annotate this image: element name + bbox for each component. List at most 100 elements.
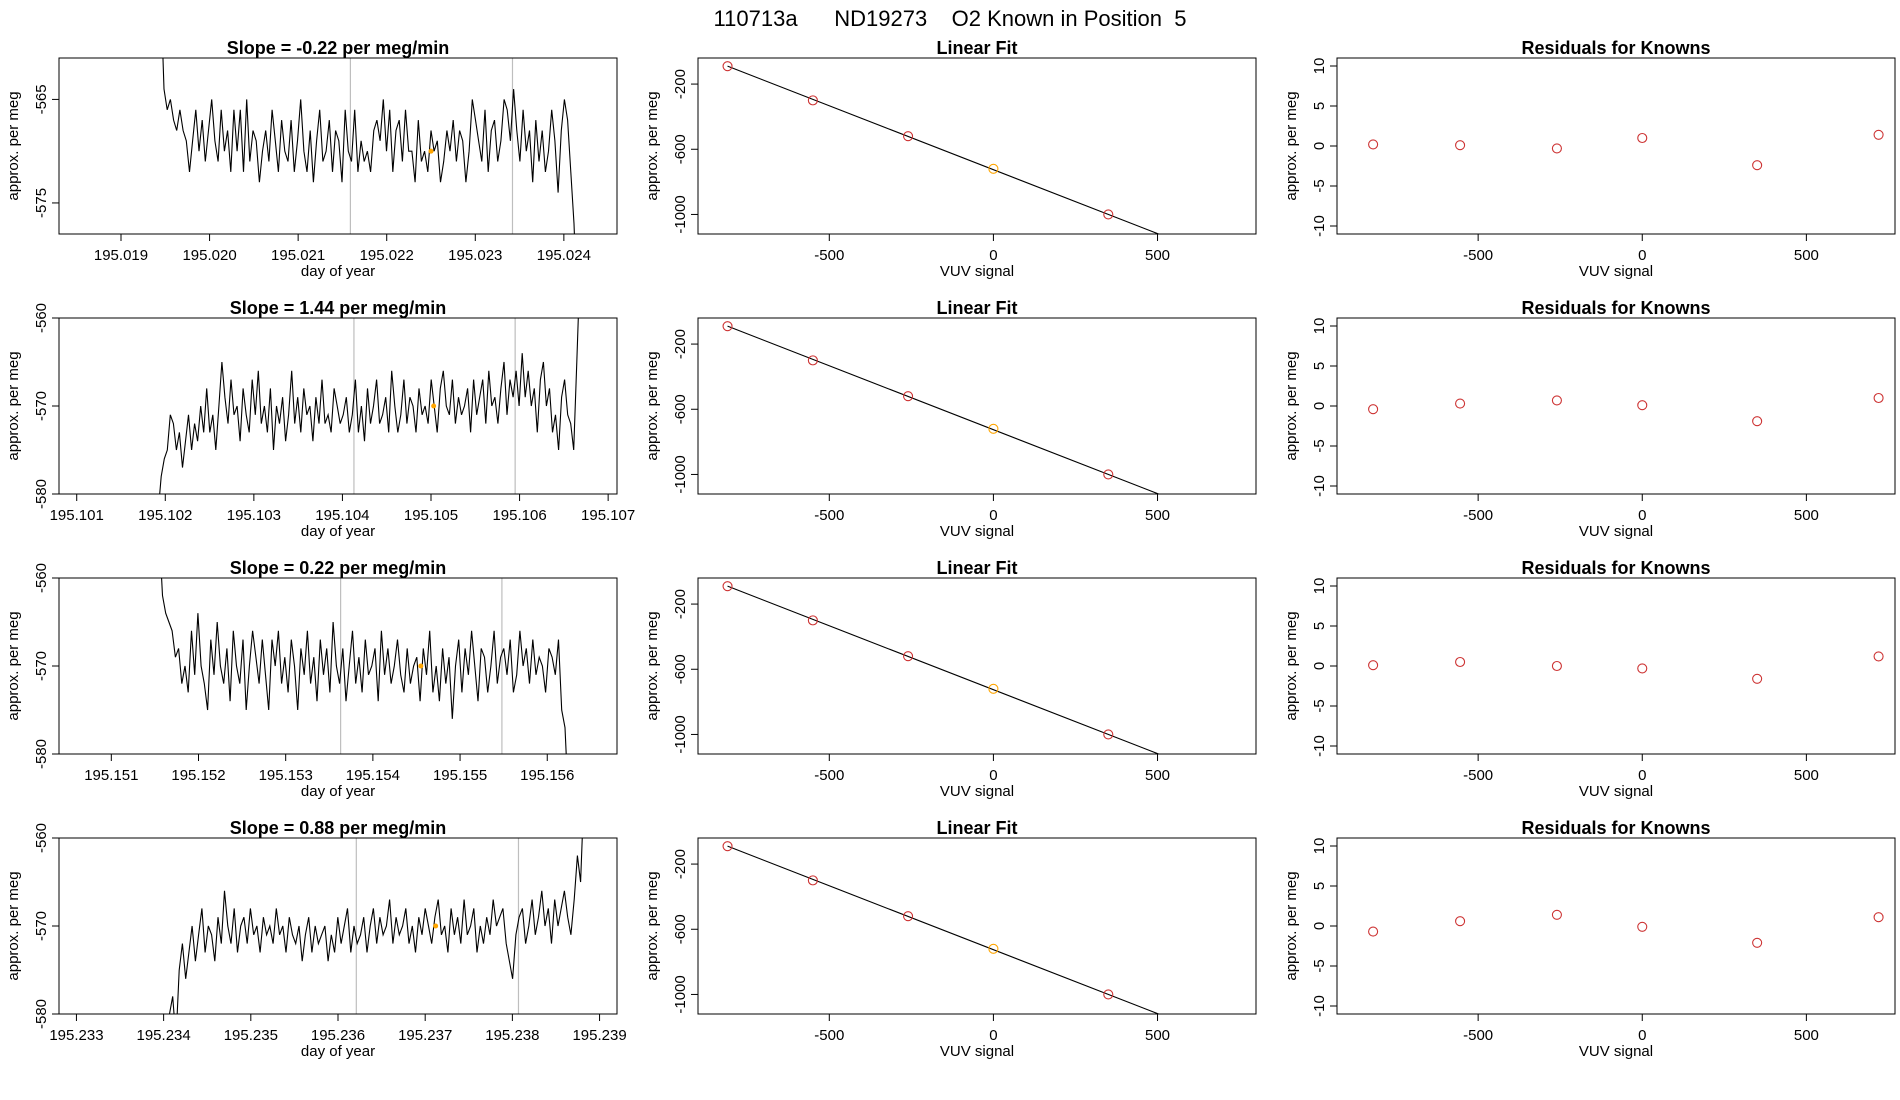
plot-frame <box>58 837 618 1015</box>
data-point <box>1873 912 1884 923</box>
data-point <box>1551 660 1562 672</box>
x-axis-label: VUV signal <box>940 263 1014 280</box>
x-axis-label: day of year <box>301 263 375 280</box>
y-tick-label: -570 <box>33 911 50 941</box>
chart-title: Linear Fit <box>936 38 1017 58</box>
y-tick-label: 5 <box>1311 102 1328 110</box>
x-axis-label: VUV signal <box>940 783 1014 800</box>
y-tick-label: -1000 <box>672 455 689 493</box>
y-tick-label: -5 <box>1311 699 1328 712</box>
y-tick-label: -570 <box>33 391 50 421</box>
y-tick-label: -1000 <box>672 715 689 753</box>
chart-panel: -500 0 500 -10 -5 0 5 10 Residuals for Knowns VUV… <box>1283 818 1896 1060</box>
x-tick-label: 500 <box>1794 247 1819 264</box>
x-tick-label: -500 <box>1463 507 1493 524</box>
x-tick-label: 195.101 <box>50 507 104 524</box>
chart-title: Linear Fit <box>936 558 1017 578</box>
x-tick-label: 195.235 <box>224 1027 278 1044</box>
plot-frame <box>697 317 1257 495</box>
data-point <box>1368 404 1379 415</box>
data-point <box>1455 140 1466 151</box>
chart-title: Residuals for Knowns <box>1521 558 1710 578</box>
x-tick-label: 500 <box>1145 1027 1170 1044</box>
y-tick-label: -580 <box>33 479 50 509</box>
y-axis-label: approx. per meg <box>644 351 661 460</box>
data-point <box>1551 395 1562 406</box>
chart-title: Slope = 0.88 per meg/min <box>230 818 447 838</box>
y-tick-label: -1000 <box>672 195 689 233</box>
data-point <box>807 355 818 366</box>
x-tick-label: 0 <box>1638 767 1646 784</box>
y-tick-label: -5 <box>1311 439 1328 452</box>
chart-panel: 195.019 195.020 195.021 195.022 195.023 195.0… <box>5 38 618 280</box>
plot-frame <box>58 57 618 235</box>
data-point <box>1225 517 1234 526</box>
plot-frame <box>697 57 1257 235</box>
x-tick-label: -500 <box>814 247 844 264</box>
chart-title: Slope = -0.22 per meg/min <box>227 38 450 58</box>
y-tick-label: 0 <box>1311 142 1328 150</box>
data-point <box>1103 469 1114 480</box>
data-point <box>903 911 914 922</box>
data-point <box>1873 651 1884 662</box>
fit-line <box>727 585 1161 754</box>
x-tick-label: 195.021 <box>271 247 325 264</box>
data-point <box>1637 921 1648 932</box>
x-tick-label: 195.233 <box>49 1027 103 1044</box>
x-tick-label: 195.022 <box>360 247 414 264</box>
data-point <box>1103 729 1114 740</box>
chart-title: Residuals for Knowns <box>1521 298 1710 318</box>
plot-frame <box>697 577 1257 755</box>
data-point <box>1368 926 1379 937</box>
chart-panel: 195.151 195.152 195.153 195.154 195.155 195.1… <box>5 558 618 800</box>
data-point <box>903 391 914 402</box>
x-tick-label: 195.020 <box>182 247 236 264</box>
x-tick-label: 195.236 <box>311 1027 365 1044</box>
data-point <box>1752 673 1763 684</box>
y-tick-label: 0 <box>1311 662 1328 670</box>
x-tick-label: 500 <box>1145 507 1170 524</box>
y-tick-label: 10 <box>1311 318 1328 335</box>
y-tick-label: -200 <box>672 589 689 619</box>
y-tick-label: 0 <box>1311 922 1328 930</box>
y-tick-label: -10 <box>1311 735 1328 757</box>
plot-frame <box>697 837 1257 1015</box>
x-axis-label: day of year <box>301 783 375 800</box>
data-point <box>722 321 733 332</box>
x-tick-label: 195.103 <box>227 507 281 524</box>
fit-line <box>727 845 1161 1014</box>
x-tick-label: -500 <box>1463 247 1493 264</box>
plot-frame <box>1336 317 1896 495</box>
x-tick-label: 195.019 <box>94 247 148 264</box>
fit-line <box>727 325 1161 494</box>
plot-frame <box>58 577 618 755</box>
data-point <box>1637 132 1648 144</box>
x-tick-label: 195.156 <box>520 767 574 784</box>
y-axis-label: approx. per meg <box>5 871 22 980</box>
plot-area <box>1368 392 1884 427</box>
plot-area <box>1368 651 1884 684</box>
plot-frame <box>1336 57 1896 235</box>
plot-area <box>722 61 1161 234</box>
y-tick-label: -575 <box>33 188 50 218</box>
signal-line <box>159 318 579 494</box>
data-point <box>1225 1037 1234 1046</box>
x-axis-label: VUV signal <box>940 1043 1014 1060</box>
data-point <box>1873 129 1884 140</box>
mean-point <box>418 663 424 669</box>
highlighted-point <box>988 163 999 174</box>
fit-line <box>727 65 1161 234</box>
y-tick-label: 5 <box>1311 362 1328 370</box>
x-axis-label: VUV signal <box>1579 263 1653 280</box>
chart-title: Slope = 1.44 per meg/min <box>230 298 447 318</box>
plot-area <box>1368 909 1884 948</box>
data-point <box>722 841 733 852</box>
data-point <box>1637 400 1648 411</box>
x-tick-label: 500 <box>1794 1027 1819 1044</box>
data-point <box>1637 663 1648 674</box>
x-tick-label: -500 <box>814 507 844 524</box>
x-tick-label: 195.238 <box>485 1027 539 1044</box>
y-axis-label: approx. per meg <box>644 91 661 200</box>
plot-area <box>722 321 1234 526</box>
chart-panel: -500 0 500 -10 -5 0 5 10 Residuals for Knowns VUV… <box>1283 558 1896 800</box>
